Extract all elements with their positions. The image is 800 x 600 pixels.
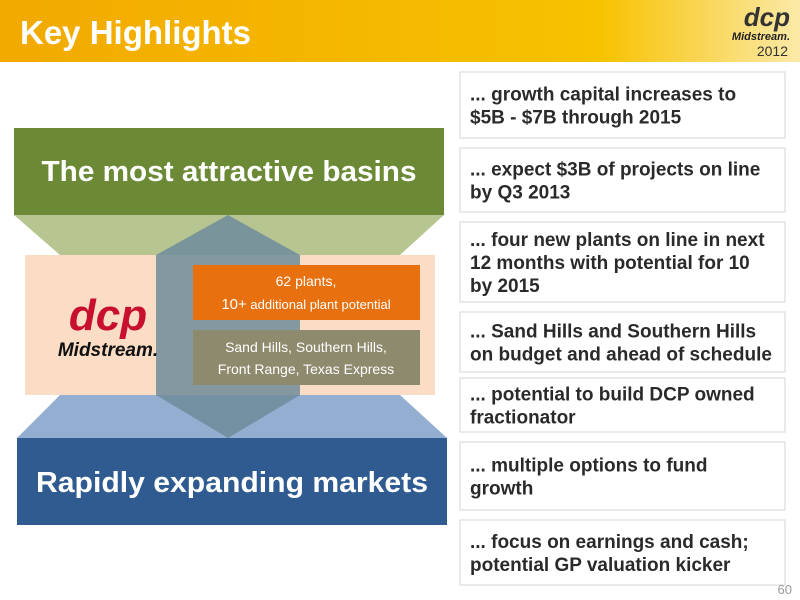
highlight-line: on budget and ahead of schedule: [470, 345, 772, 366]
highlight-line: ... growth capital increases to: [470, 85, 736, 106]
highlight-line: by 2015: [470, 276, 540, 297]
highlight-box: [459, 377, 786, 433]
pipelines-line: Front Range, Texas Express: [218, 361, 394, 377]
bottom-banner-text: Rapidly expanding markets: [36, 467, 428, 499]
highlight-box: [459, 519, 786, 586]
slide-title: Key Highlights: [20, 14, 251, 51]
logo-name: Midstream.: [732, 31, 790, 43]
highlight-box: [459, 311, 786, 373]
plants-box: [193, 265, 420, 320]
center-diamond: [156, 215, 300, 438]
page-number: 60: [778, 582, 792, 597]
highlight-box: [459, 71, 786, 139]
logo-year: 2012: [757, 43, 788, 59]
top-banner: [14, 128, 444, 215]
highlight-line: growth: [470, 479, 533, 500]
highlight-box: [459, 221, 786, 303]
logo-mark: dcp: [744, 2, 790, 32]
highlight-line: by Q3 2013: [470, 183, 570, 204]
plants-text: additional plant potential: [250, 297, 390, 312]
plants-line2: 10+ additional plant potential: [221, 296, 390, 313]
plants-number: 10+: [221, 296, 247, 313]
highlight-line: potential GP valuation kicker: [470, 555, 731, 576]
center-logo-mark: dcp: [69, 291, 147, 340]
plants-line1: 62 plants,: [276, 273, 337, 289]
bottom-banner: [17, 438, 447, 525]
pipelines-line: Sand Hills, Southern Hills,: [225, 339, 387, 355]
highlight-box: [459, 441, 786, 511]
highlight-line: ... focus on earnings and cash;: [470, 532, 749, 553]
highlight-line: fractionator: [470, 408, 576, 429]
highlight-line: ... Sand Hills and Southern Hills: [470, 322, 756, 343]
diagram: The most attractive basins Rapidly expan…: [14, 128, 447, 525]
center-logo-name: Midstream.: [58, 340, 158, 361]
pipelines-box: [193, 330, 420, 385]
header-logo: dcp Midstream. 2012: [732, 2, 790, 59]
highlight-box: [459, 147, 786, 213]
highlights-list: ... growth capital increases to$5B - $7B…: [459, 71, 786, 586]
highlight-line: ... multiple options to fund: [470, 456, 707, 477]
highlight-line: $5B - $7B through 2015: [470, 108, 682, 129]
highlight-line: 12 months with potential for 10: [470, 253, 750, 274]
highlight-line: ... potential to build DCP owned: [470, 385, 755, 406]
highlight-line: ... four new plants on line in next: [470, 230, 765, 251]
top-banner-text: The most attractive basins: [42, 156, 417, 188]
header-bar: [0, 0, 800, 62]
highlight-line: ... expect $3B of projects on line: [470, 160, 760, 181]
